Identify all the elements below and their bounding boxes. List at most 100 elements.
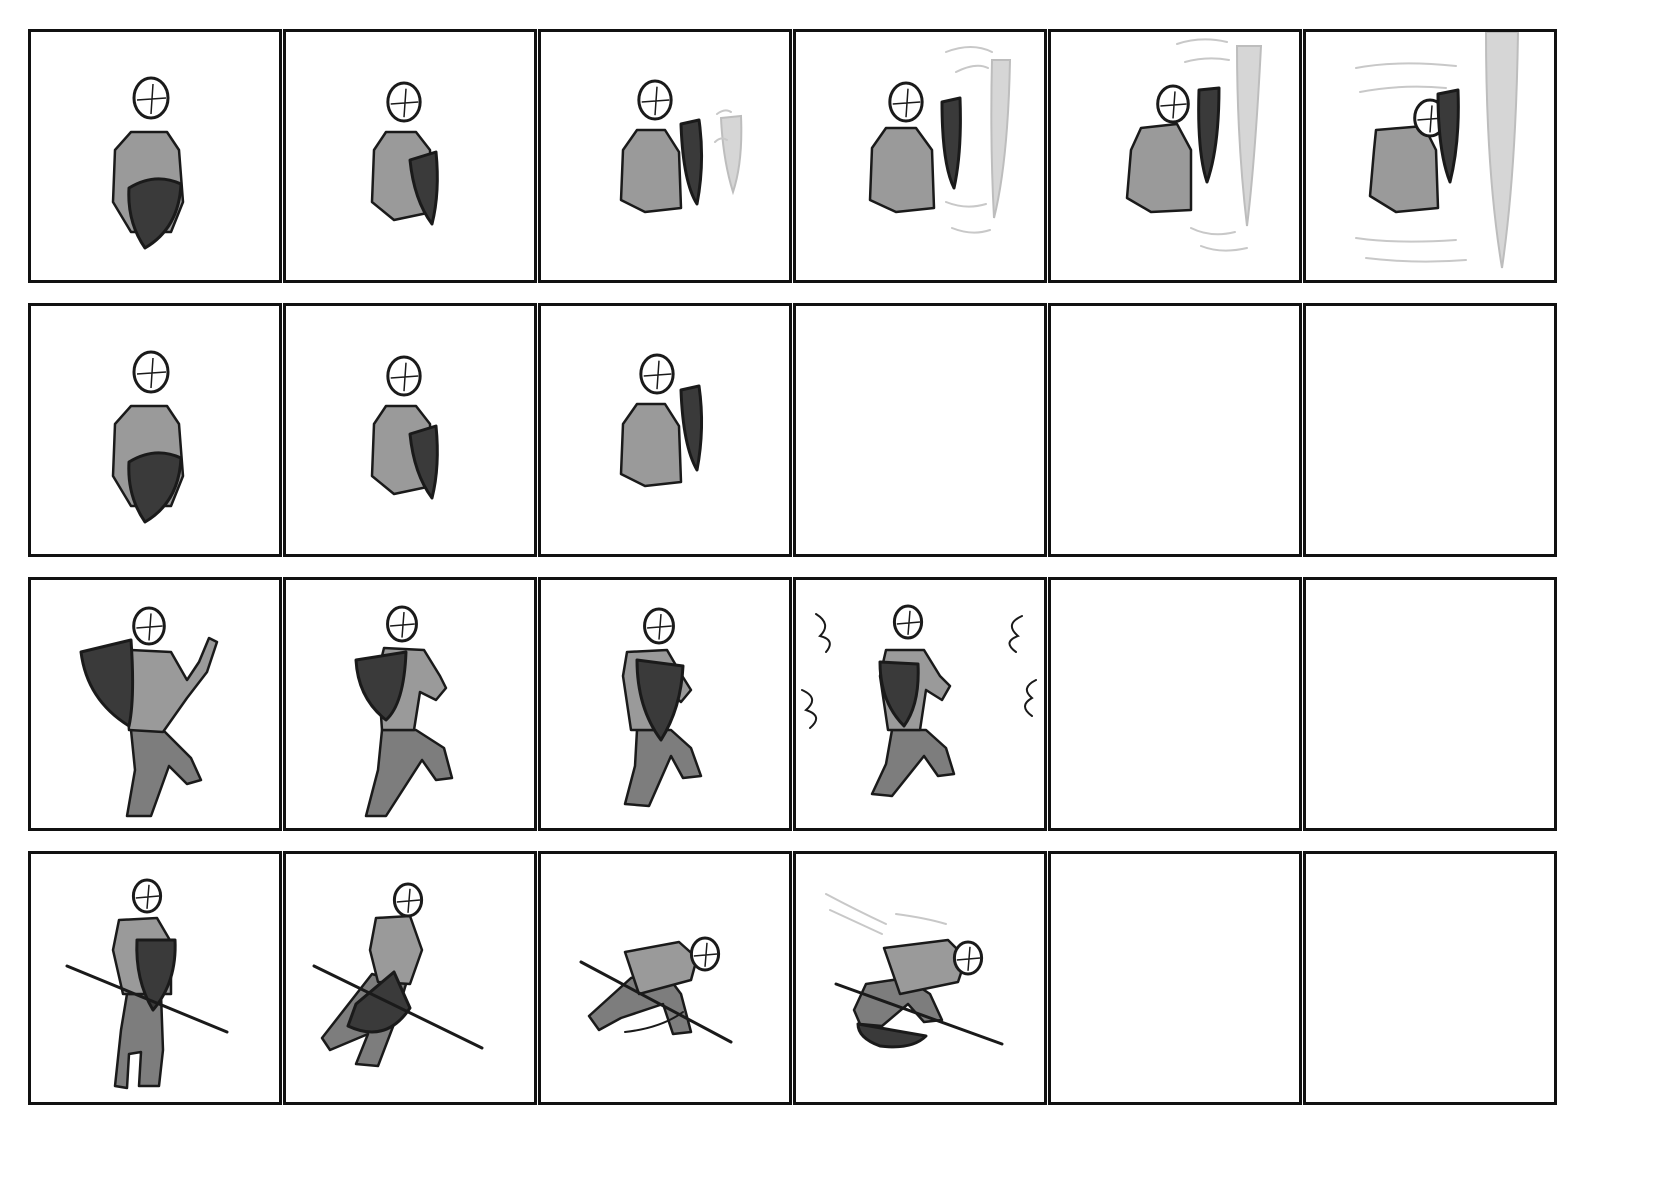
frame-drawing <box>79 606 219 818</box>
frame-panel[interactable] <box>28 851 282 1105</box>
frame-panel[interactable] <box>793 303 1047 557</box>
head <box>132 76 170 120</box>
character-sketch <box>1355 32 1520 269</box>
character-sketch <box>868 46 1012 234</box>
frame-panel[interactable] <box>1048 303 1302 557</box>
shield <box>79 638 135 728</box>
frame-panel[interactable] <box>1303 577 1557 831</box>
frame-panel[interactable] <box>1303 851 1557 1105</box>
legs <box>870 728 956 798</box>
frame-drawing <box>65 878 229 1090</box>
face-cross <box>693 942 718 967</box>
head <box>892 604 924 640</box>
frame-panel[interactable] <box>1303 29 1557 283</box>
face-cross <box>136 613 163 641</box>
frame-panel[interactable] <box>283 851 537 1105</box>
frame-drawing <box>1125 38 1263 252</box>
frame-panel[interactable] <box>283 577 537 831</box>
head <box>643 607 675 645</box>
character-sketch <box>111 350 185 524</box>
blade <box>990 59 1012 219</box>
speed-lines <box>825 893 947 935</box>
face-cross <box>641 86 670 116</box>
frame-panel[interactable] <box>283 29 537 283</box>
character-sketch <box>621 607 703 808</box>
frame-drawing <box>111 350 185 524</box>
legs <box>113 992 165 1090</box>
torso <box>619 128 683 214</box>
frame-drawing <box>1051 580 1299 828</box>
head <box>386 81 422 123</box>
frame-drawing <box>825 893 1004 1049</box>
character-sketch <box>79 606 219 818</box>
frame-panel[interactable] <box>793 577 1047 831</box>
spear <box>65 964 229 1034</box>
face-cross <box>1160 91 1187 119</box>
frame-panel[interactable] <box>28 29 282 283</box>
frame-drawing <box>1051 306 1299 554</box>
shield <box>354 650 408 722</box>
recoil-lines <box>1355 62 1467 263</box>
shield <box>1436 88 1460 184</box>
face-cross <box>390 88 419 118</box>
frame-panel[interactable] <box>28 303 282 557</box>
head <box>639 353 675 395</box>
frame-drawing <box>796 306 1044 554</box>
face-cross <box>643 360 672 390</box>
shield <box>408 424 439 500</box>
frame-panel[interactable] <box>538 577 792 831</box>
face-cross <box>956 946 981 971</box>
spear <box>834 982 1004 1046</box>
frame-drawing <box>1306 854 1554 1102</box>
character-sketch <box>825 893 1004 1049</box>
shield <box>127 451 183 524</box>
shield <box>346 970 412 1034</box>
shield <box>856 1022 928 1049</box>
frame-panel[interactable] <box>1303 303 1557 557</box>
face-cross <box>647 614 672 640</box>
shield <box>635 658 685 742</box>
impact-lines <box>945 46 993 234</box>
character-sketch <box>370 355 439 500</box>
head <box>386 355 422 397</box>
legs <box>125 728 203 818</box>
frame-panel[interactable] <box>538 851 792 1105</box>
frame-drawing <box>801 604 1037 798</box>
face-cross <box>135 884 160 909</box>
frame-panel[interactable] <box>283 303 537 557</box>
shield <box>878 660 920 728</box>
blade <box>719 114 743 196</box>
frame-panel[interactable] <box>1048 851 1302 1105</box>
frame-panel[interactable] <box>793 29 1047 283</box>
push-lines <box>1176 38 1248 252</box>
frame-drawing <box>1355 32 1520 269</box>
spear <box>312 964 484 1050</box>
frame-panel[interactable] <box>538 29 792 283</box>
frame-panel[interactable] <box>1048 577 1302 831</box>
shockwave-marks <box>801 613 1037 729</box>
face-cross <box>896 610 921 635</box>
frame-panel[interactable] <box>793 851 1047 1105</box>
character-sketch <box>579 936 733 1044</box>
torso <box>1368 124 1440 214</box>
shield <box>408 150 439 226</box>
head <box>392 882 424 918</box>
frame-drawing <box>370 355 439 500</box>
shield <box>135 938 177 1012</box>
blur-marks <box>714 109 732 143</box>
character-sketch <box>619 79 743 214</box>
frame-panel[interactable] <box>538 303 792 557</box>
shield <box>127 177 183 250</box>
torso <box>868 126 936 214</box>
frame-panel[interactable] <box>1048 29 1302 283</box>
character-sketch <box>801 604 1037 798</box>
torso <box>123 636 219 734</box>
torso <box>882 938 968 996</box>
frame-drawing <box>354 605 454 818</box>
blade <box>1235 45 1263 227</box>
shield <box>940 96 962 190</box>
legs <box>623 728 703 808</box>
frame-drawing <box>868 46 1012 234</box>
shield <box>1197 86 1221 184</box>
frame-panel[interactable] <box>28 577 282 831</box>
